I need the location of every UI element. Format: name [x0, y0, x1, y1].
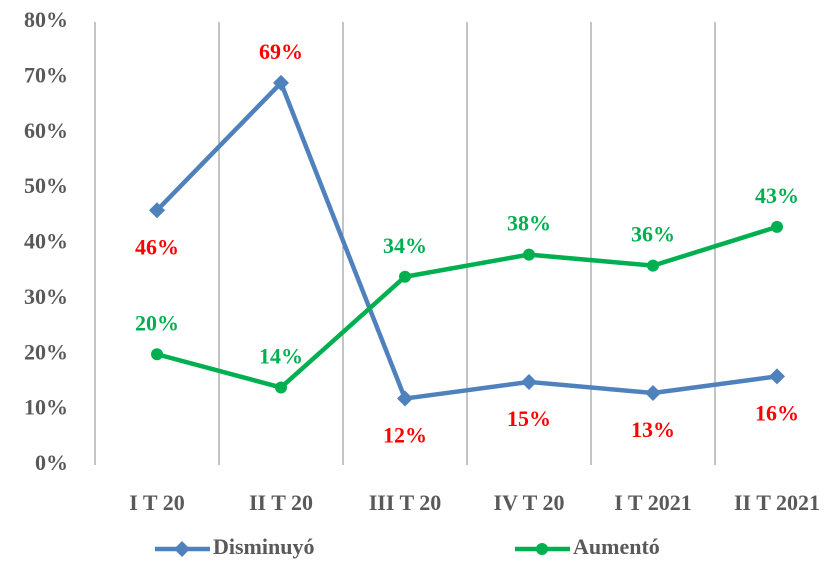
x-tick-label: I T 2021: [614, 490, 691, 515]
y-tick-label: 60%: [24, 118, 68, 143]
series-line: [155, 80, 778, 401]
data-label: 14%: [259, 344, 303, 369]
data-label: 20%: [135, 310, 179, 335]
data-label: 12%: [383, 423, 427, 448]
legend-label: Aumentó: [573, 534, 660, 559]
data-label: 15%: [507, 406, 551, 431]
data-label: 43%: [755, 183, 799, 208]
x-tick-label: I T 20: [129, 490, 184, 515]
marker: [536, 543, 548, 555]
marker: [275, 381, 287, 394]
data-label: 13%: [631, 417, 675, 442]
y-tick-label: 20%: [24, 339, 68, 364]
y-tick-label: 30%: [24, 284, 68, 309]
marker: [149, 202, 165, 219]
x-tick-label: II T 20: [249, 490, 313, 515]
marker: [647, 259, 659, 272]
data-label: 69%: [259, 39, 303, 64]
x-tick-label: III T 20: [369, 490, 442, 515]
y-tick-label: 80%: [24, 7, 68, 32]
marker: [523, 248, 535, 261]
data-label: 38%: [507, 211, 551, 236]
y-tick-label: 40%: [24, 229, 68, 254]
data-label: 36%: [631, 222, 675, 247]
legend-label: Disminuyó: [213, 534, 314, 559]
y-tick-label: 10%: [24, 395, 68, 420]
y-tick-label: 50%: [24, 173, 68, 198]
data-label: 34%: [383, 233, 427, 258]
marker: [151, 348, 163, 361]
marker: [273, 74, 289, 91]
marker: [771, 220, 783, 233]
x-tick-label: II T 2021: [734, 490, 820, 515]
x-tick-label: IV T 20: [494, 490, 565, 515]
data-label: 16%: [755, 400, 799, 425]
series-line: [156, 224, 778, 390]
marker: [521, 373, 537, 390]
marker: [769, 368, 785, 385]
marker: [397, 390, 413, 407]
marker: [174, 541, 190, 557]
marker: [399, 270, 411, 283]
y-tick-label: 70%: [24, 62, 68, 87]
data-label: 46%: [135, 234, 179, 259]
marker: [645, 385, 661, 402]
y-tick-label: 0%: [35, 450, 68, 475]
